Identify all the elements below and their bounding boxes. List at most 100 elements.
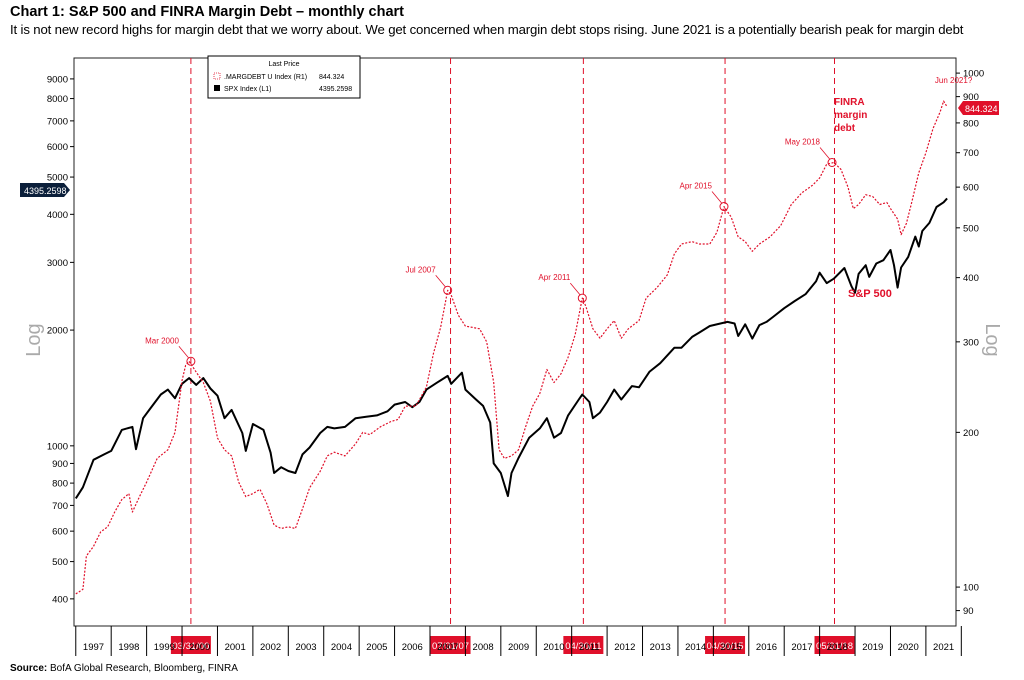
peak-marker	[186, 356, 196, 366]
right-axis-tick-label: 400	[963, 273, 979, 284]
annotation-finra-line2: margin	[834, 110, 867, 121]
badge-right: 844.324	[958, 101, 999, 115]
right-axis-tick-label: 90	[963, 606, 974, 617]
x-axis-tick-label: 2014	[685, 642, 706, 653]
badge-right-value: 844.324	[965, 104, 998, 114]
right-axis-tick-label: 300	[963, 337, 979, 348]
right-axis-tick-label: 200	[963, 428, 979, 439]
x-axis-tick-label: 2000	[189, 642, 210, 653]
peak-marker	[719, 202, 729, 212]
plot-frame	[73, 57, 957, 627]
right-axis-tick-label: 500	[963, 223, 979, 234]
peak-label: Jul 2007	[405, 265, 436, 274]
badge-left-bg	[20, 183, 70, 197]
event-date-badge	[170, 636, 211, 654]
peak-marker	[827, 157, 837, 167]
badge-left-value: 4395.2598	[24, 186, 67, 196]
event-date-label: 04/30/11	[565, 641, 601, 652]
legend-entry-label: .MARGDEBT U Index (R1)	[224, 74, 307, 81]
right-axis-tick-label: 900	[963, 92, 979, 103]
peak-pointer	[569, 282, 581, 296]
annotation-finra: FINRA margin debt	[834, 97, 867, 134]
legend-entry-label: SPX Index (L1)	[224, 86, 271, 93]
x-axis-tick-label: 2017	[791, 642, 812, 653]
left-axis-tick-label: 400	[52, 594, 68, 605]
annotation-sp500: S&P 500	[848, 288, 892, 300]
x-axis-tick-label: 2009	[508, 642, 529, 653]
peak-label: Mar 2000	[145, 336, 179, 345]
left-axis-tick-label: 6000	[47, 142, 68, 153]
source-label: Source:	[10, 663, 48, 674]
right-axis-tick-label: 700	[963, 148, 979, 159]
peak-pointer	[178, 346, 190, 359]
x-axis-tick-label: 2019	[862, 642, 883, 653]
left-axis-tick-label: 9000	[47, 74, 68, 85]
left-axis-tick-label: 8000	[47, 94, 68, 105]
x-axis-tick-label: 2013	[650, 642, 671, 653]
x-axis-tick-label: 1997	[83, 642, 104, 653]
legend-swatch-margin	[213, 72, 221, 80]
left-axis-tick-label: 4000	[47, 210, 68, 221]
badge-left: 4395.2598	[20, 183, 70, 197]
left-axis-tick-label: 900	[52, 459, 68, 470]
event-date-badge	[705, 636, 746, 654]
left-axis-tick-label: 800	[52, 479, 68, 490]
source-note: Source: BofA Global Research, Bloomberg,…	[10, 663, 238, 674]
peak-label: May 2018	[785, 137, 821, 146]
peak-pointer	[819, 147, 831, 160]
x-axis-tick-label: 2004	[331, 642, 352, 653]
chart-title: Chart 1: S&P 500 and FINRA Margin Debt –…	[10, 4, 404, 20]
x-axis-tick-label: 2008	[473, 642, 494, 653]
chart-subtitle: It is not new record highs for margin de…	[10, 22, 964, 37]
peak-marker	[443, 285, 453, 295]
right-axis-tick-label: 1000	[963, 69, 984, 80]
event-date-label: 04/30/15	[707, 641, 744, 652]
event-date-label: 03/31/00	[172, 641, 209, 652]
right-axis-tick-label: 100	[963, 583, 979, 594]
left-axis-tick-label: 3000	[47, 258, 68, 269]
legend-entry-value: 844.324	[319, 74, 344, 81]
x-axis-tick-label: 2015	[721, 642, 742, 653]
event-date-label: 05/31/18	[816, 641, 853, 652]
left-axis-tick-label: 2000	[47, 326, 68, 337]
x-axis-tick-label: 2018	[827, 642, 848, 653]
peak-label: Apr 2015	[680, 182, 713, 191]
peak-pointer	[435, 275, 447, 288]
annotation-finra-line3: debt	[834, 123, 856, 134]
legend-box	[207, 55, 361, 99]
legend-swatch-spx	[214, 85, 220, 91]
x-axis-tick-label: 2007	[437, 642, 458, 653]
x-axis-tick-label: 1999	[154, 642, 175, 653]
right-axis-tick-label: 800	[963, 118, 979, 129]
x-axis-tick-label: 2021	[933, 642, 954, 653]
peak-label: Jun 2021?	[935, 76, 973, 85]
left-axis-tick-label: 500	[52, 557, 68, 568]
x-axis-tick-label: 2010	[543, 642, 564, 653]
event-date-label: 07/31/07	[432, 641, 469, 652]
x-axis-tick-label: 2005	[366, 642, 387, 653]
right-axis-label: Log	[981, 323, 1003, 356]
peak-pointer	[711, 191, 723, 204]
left-axis-tick-label: 7000	[47, 116, 68, 127]
left-axis-label: Log	[23, 323, 45, 356]
event-date-badge	[814, 636, 855, 654]
event-date-badge	[430, 636, 471, 654]
left-axis-tick-label: 600	[52, 527, 68, 538]
annotation-finra-line1: FINRA	[834, 97, 865, 108]
legend-entry-value: 4395.2598	[319, 86, 352, 93]
event-date-badge	[563, 636, 604, 654]
right-axis-tick-label: 600	[963, 183, 979, 194]
x-axis-tick-label: 2016	[756, 642, 777, 653]
left-axis-tick-label: 700	[52, 501, 68, 512]
peak-marker	[577, 293, 587, 303]
x-axis-tick-label: 2012	[614, 642, 635, 653]
x-axis-tick-label: 1998	[118, 642, 139, 653]
legend: Last Price .MARGDEBT U Index (R1) 844.32…	[207, 55, 361, 99]
source-text: BofA Global Research, Bloomberg, FINRA	[50, 663, 238, 674]
x-axis-tick-label: 2001	[225, 642, 246, 653]
peak-label: Apr 2011	[538, 273, 570, 282]
x-axis-tick-label: 2003	[295, 642, 316, 653]
legend-title: Last Price	[268, 61, 299, 68]
spx-line	[74, 197, 948, 499]
